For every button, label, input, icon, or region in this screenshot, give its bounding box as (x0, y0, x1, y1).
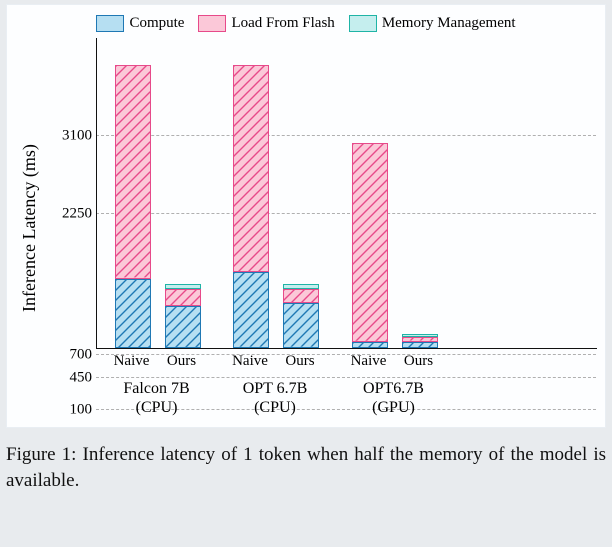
group-label: OPT6.7B(GPU) (363, 379, 424, 417)
bar-segment-flash (283, 289, 319, 304)
xtick-label: Naive (114, 353, 150, 370)
bar-segment-flash (402, 337, 438, 342)
legend-item: Memory Management (349, 15, 516, 32)
group-label-line2: (CPU) (243, 398, 308, 417)
bar-segment-compute (165, 306, 201, 348)
bar-segment-compute (402, 342, 438, 348)
legend-swatch (349, 15, 377, 32)
group-label-line2: (GPU) (363, 398, 424, 417)
bar-segment-flash (165, 289, 201, 306)
legend-item: Compute (96, 15, 184, 32)
group-label-line1: OPT 6.7B (243, 379, 308, 398)
legend-swatch (96, 15, 124, 32)
ytick-label: 3100 (40, 128, 92, 145)
group-label-line1: OPT6.7B (363, 379, 424, 398)
y-axis-label: Inference Latency (ms) (17, 38, 40, 419)
bar-segment-compute (233, 272, 269, 348)
legend-swatch (198, 15, 226, 32)
bar-segment-compute (352, 342, 388, 348)
bar-segment-compute (283, 303, 319, 348)
legend-label: Load From Flash (231, 15, 334, 31)
group-label: OPT 6.7B(CPU) (243, 379, 308, 417)
legend-label: Memory Management (382, 15, 516, 31)
bar-segment-memmgmt (283, 284, 319, 289)
xtick-label: Ours (167, 353, 196, 370)
plot-area (96, 38, 597, 349)
legend-label: Compute (129, 15, 184, 31)
chart: Inference Latency (ms) 100 450 700 2250 3100… (17, 38, 595, 419)
legend: Compute Load From Flash Memory Management (17, 15, 595, 32)
xtick-label: Ours (285, 353, 314, 370)
ytick-label: 100 (40, 401, 92, 418)
xtick-label: Naive (232, 353, 268, 370)
group-label-line1: Falcon 7B (123, 379, 189, 398)
figure-caption: Figure 1: Inference latency of 1 token w… (6, 442, 606, 493)
group-label: Falcon 7B(CPU) (123, 379, 189, 417)
bar-segment-flash (115, 65, 151, 278)
xtick-label: Ours (404, 353, 433, 370)
ytick-label: 450 (40, 370, 92, 387)
ytick-label: 700 (40, 347, 92, 364)
axes-zone: 10045070022503100 NaiveOursFalcon 7B(CPU… (40, 38, 597, 419)
ytick-label: 2250 (40, 205, 92, 222)
legend-item: Load From Flash (198, 15, 334, 32)
bar-segment-flash (352, 143, 388, 342)
xtick-label: Naive (351, 353, 387, 370)
bar-segment-compute (115, 279, 151, 348)
figure-panel: ComputeLoad From FlashMemory Management … (6, 4, 606, 428)
bar-segment-flash (233, 65, 269, 272)
group-label-line2: (CPU) (123, 398, 189, 417)
bar-segment-memmgmt (402, 334, 438, 337)
bar-segment-memmgmt (165, 284, 201, 289)
